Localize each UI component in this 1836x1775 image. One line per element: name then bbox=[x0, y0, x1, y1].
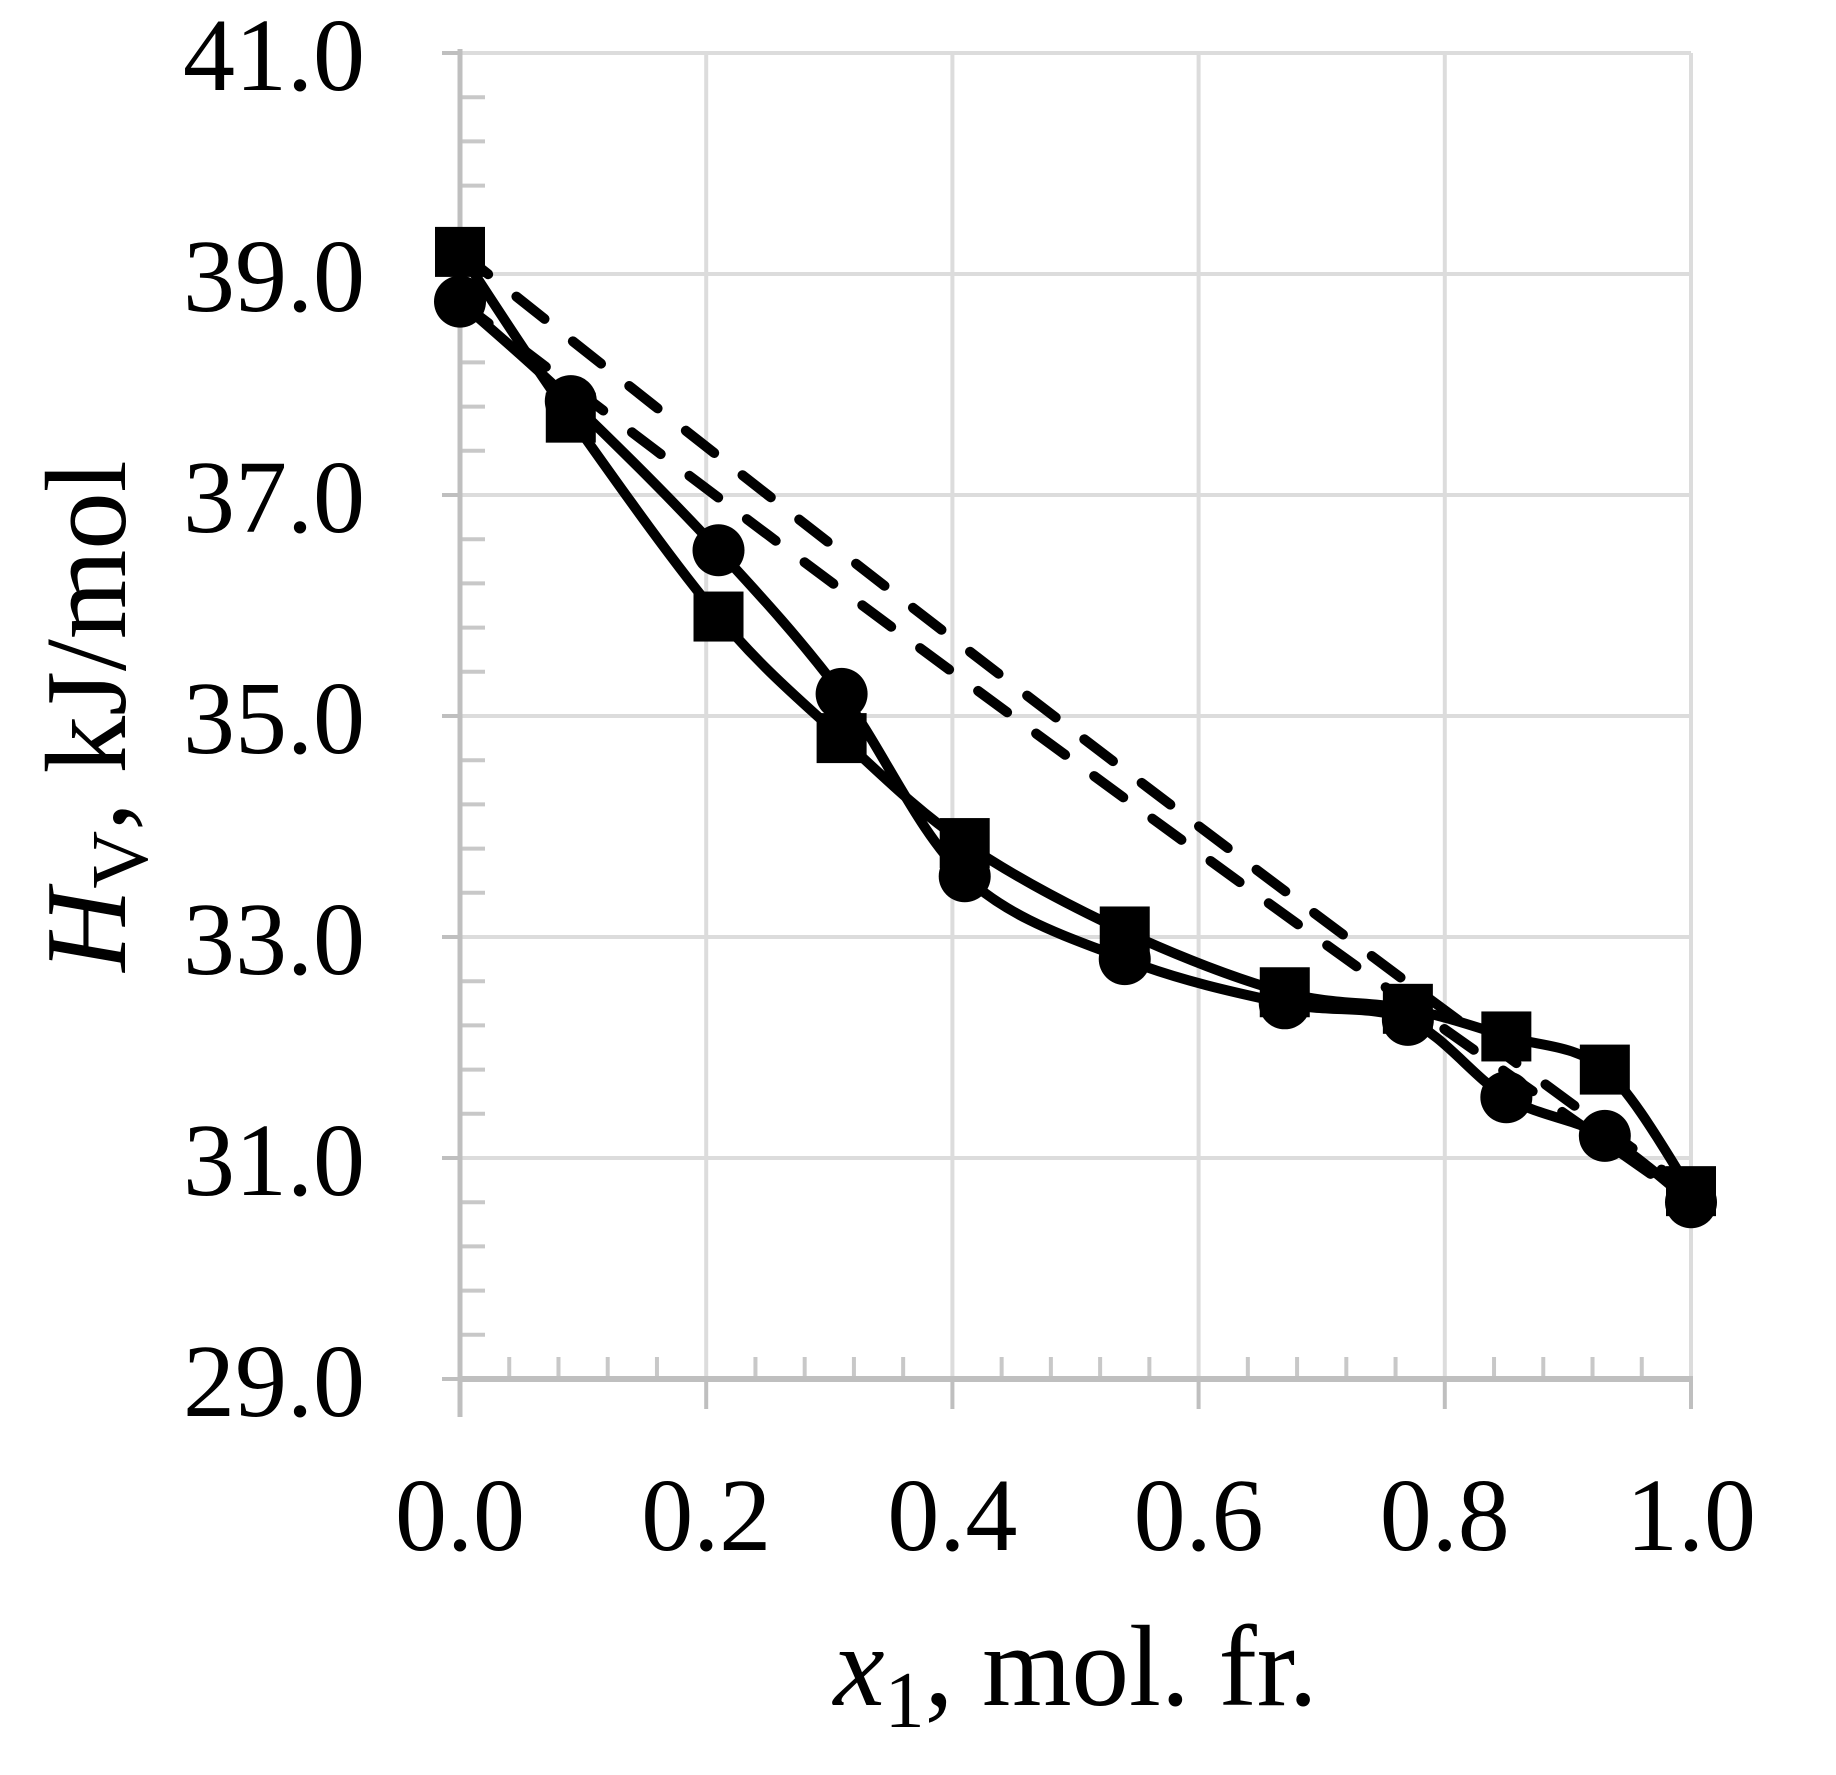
x-tick-label: 0.6 bbox=[1134, 1458, 1264, 1573]
y-axis-title: HV, kJ/mol bbox=[23, 460, 165, 973]
y-tick-label: 39.0 bbox=[183, 219, 365, 334]
data-point-square bbox=[693, 591, 744, 642]
data-point-square bbox=[1099, 906, 1150, 957]
minor-ticks bbox=[460, 95, 1644, 1379]
series-markers bbox=[434, 226, 1717, 1229]
data-point-square bbox=[1259, 967, 1310, 1018]
data-point-square bbox=[545, 392, 596, 443]
x-tick-label: 1.0 bbox=[1626, 1458, 1756, 1573]
data-point-square bbox=[816, 713, 867, 764]
y-tick-label: 31.0 bbox=[183, 1103, 365, 1218]
x-tick-label: 0.0 bbox=[395, 1458, 525, 1573]
data-point-square bbox=[435, 226, 485, 277]
x-tick-label: 0.4 bbox=[887, 1458, 1017, 1573]
y-tick-label: 37.0 bbox=[183, 440, 365, 555]
data-point-circle bbox=[1578, 1109, 1631, 1162]
axis-titles: x1, mol. fr. HV, kJ/mol bbox=[23, 460, 1317, 1745]
x-tick-label: 0.2 bbox=[641, 1458, 771, 1573]
data-point-square bbox=[1579, 1044, 1630, 1095]
data-point-square bbox=[1382, 983, 1433, 1034]
data-point-circle bbox=[815, 667, 868, 720]
data-point-square bbox=[1666, 1166, 1716, 1217]
data-point-circle bbox=[434, 275, 486, 328]
ideal-mixing-dashed-lower-line bbox=[455, 296, 1696, 1208]
data-point-square bbox=[939, 818, 990, 869]
tick-labels: 29.0 31.0 33.0 35.0 37.0 39.0 41.0 0.0 0.2 0.4 0.6… bbox=[183, 0, 1756, 1573]
data-point-circle bbox=[1480, 1071, 1533, 1124]
data-point-square bbox=[1481, 1011, 1532, 1062]
y-tick-label: 41.0 bbox=[183, 0, 365, 113]
x-axis-title: x1, mol. fr. bbox=[832, 1603, 1318, 1745]
y-tick-label: 35.0 bbox=[183, 661, 365, 776]
y-tick-label: 33.0 bbox=[183, 882, 365, 997]
y-tick-label: 29.0 bbox=[183, 1324, 365, 1439]
data-point-circle bbox=[692, 524, 745, 577]
x-tick-label: 0.8 bbox=[1380, 1458, 1510, 1573]
